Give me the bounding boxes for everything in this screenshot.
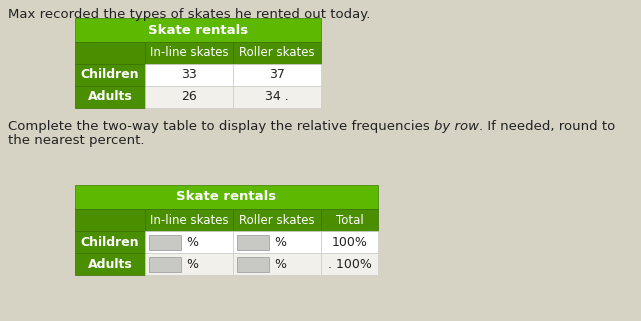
- Bar: [233, 42, 321, 64]
- Bar: [321, 253, 378, 275]
- Text: Skate rentals: Skate rentals: [148, 23, 248, 37]
- Bar: [75, 231, 145, 253]
- Text: Roller skates: Roller skates: [239, 213, 315, 227]
- Text: In-line skates: In-line skates: [150, 47, 228, 59]
- Bar: [233, 86, 321, 108]
- Bar: [233, 231, 321, 253]
- Bar: [75, 42, 145, 64]
- Bar: [145, 42, 233, 64]
- Bar: [237, 256, 269, 272]
- Bar: [75, 86, 145, 108]
- Text: Skate rentals: Skate rentals: [176, 190, 276, 204]
- Bar: [237, 235, 269, 249]
- Bar: [145, 64, 233, 86]
- Text: Adults: Adults: [88, 257, 133, 271]
- Text: Children: Children: [81, 68, 139, 82]
- Text: by row: by row: [434, 120, 479, 133]
- Bar: [75, 18, 321, 42]
- Text: Complete the two-way table to display the relative frequencies: Complete the two-way table to display th…: [8, 120, 434, 133]
- Bar: [75, 64, 145, 86]
- Bar: [321, 231, 378, 253]
- Bar: [149, 235, 181, 249]
- Text: 37: 37: [269, 68, 285, 82]
- Bar: [233, 209, 321, 231]
- Bar: [233, 64, 321, 86]
- Bar: [145, 86, 233, 108]
- Text: 100%: 100%: [331, 236, 367, 248]
- Text: the nearest percent.: the nearest percent.: [8, 134, 144, 147]
- Bar: [75, 209, 145, 231]
- Text: %: %: [274, 236, 286, 248]
- Text: Children: Children: [81, 236, 139, 248]
- Text: Roller skates: Roller skates: [239, 47, 315, 59]
- Text: Adults: Adults: [88, 91, 133, 103]
- Bar: [145, 253, 233, 275]
- Bar: [145, 231, 233, 253]
- Text: %: %: [274, 257, 286, 271]
- Text: Max recorded the types of skates he rented out today.: Max recorded the types of skates he rent…: [8, 8, 370, 21]
- Bar: [149, 256, 181, 272]
- Text: . If needed, round to: . If needed, round to: [479, 120, 615, 133]
- Text: . 100%: . 100%: [328, 257, 371, 271]
- Text: In-line skates: In-line skates: [150, 213, 228, 227]
- Text: Total: Total: [336, 213, 363, 227]
- Text: %: %: [186, 257, 198, 271]
- Bar: [75, 185, 378, 209]
- Bar: [75, 253, 145, 275]
- Bar: [145, 209, 233, 231]
- Text: 34 .: 34 .: [265, 91, 289, 103]
- Bar: [321, 209, 378, 231]
- Text: 26: 26: [181, 91, 197, 103]
- Bar: [233, 253, 321, 275]
- Text: %: %: [186, 236, 198, 248]
- Text: 33: 33: [181, 68, 197, 82]
